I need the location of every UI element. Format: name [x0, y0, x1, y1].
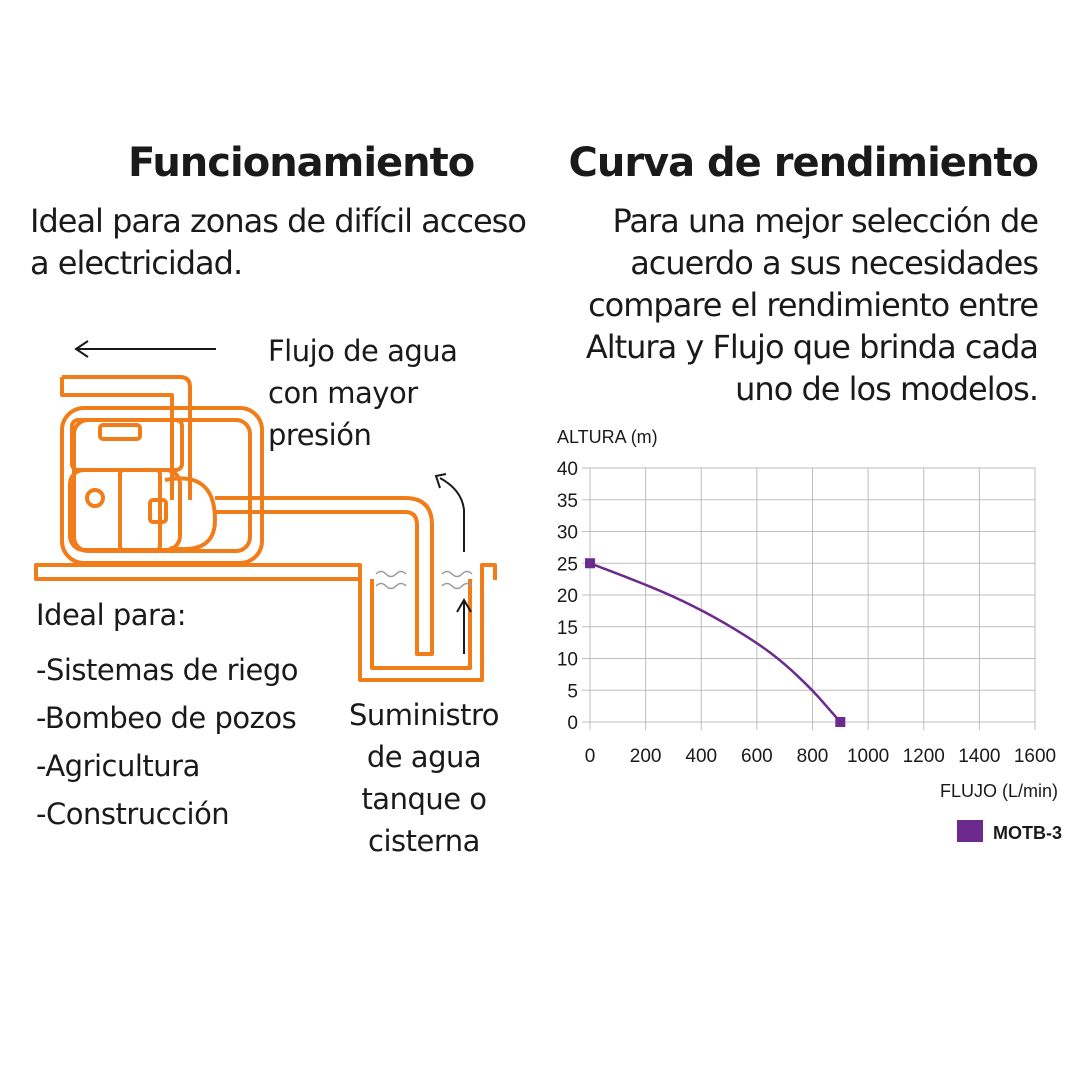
x-tick-label: 1600: [1014, 746, 1056, 767]
right-intro-line: uno de los modelos.: [735, 370, 1039, 408]
x-tick-label: 200: [630, 746, 662, 767]
list-item: -Agricultura: [36, 749, 200, 783]
supply-label-line: tanque o: [361, 782, 487, 816]
flow-label: Flujo de agua con mayor presión: [268, 330, 458, 456]
y-tick-label: 15: [557, 618, 578, 639]
legend-label: MOTB-3: [993, 823, 1062, 843]
y-tick-label: 30: [557, 523, 578, 544]
list-item: -Bombeo de pozos: [36, 701, 297, 735]
supply-label-line: Suministro: [348, 698, 500, 732]
right-intro-line: acuerdo a sus necesidades: [630, 244, 1039, 282]
x-tick-label: 1200: [903, 746, 945, 767]
left-intro: Ideal para zonas de difícil acceso a ele…: [30, 200, 550, 284]
legend-swatch: [957, 820, 983, 842]
uses-list: -Sistemas de riego -Bombeo de pozos -Agr…: [36, 646, 299, 838]
x-tick-label: 0: [585, 746, 596, 767]
right-intro: Para una mejor selección de acuerdo a su…: [558, 200, 1039, 410]
series-line: [589, 562, 842, 723]
y-tick-label: 25: [557, 554, 578, 575]
x-tick-label: 600: [741, 746, 773, 767]
ideal-heading: Ideal para:: [36, 598, 187, 632]
y-tick-label: 10: [557, 650, 578, 671]
y-tick-label: 40: [557, 459, 578, 480]
flow-label-line: con mayor: [268, 376, 418, 410]
x-tick-label: 1000: [847, 746, 889, 767]
left-intro-line: a electricidad.: [30, 244, 243, 282]
flow-label-line: Flujo de agua: [268, 334, 458, 368]
series-point: [585, 558, 595, 569]
x-axis-label: FLUJO (L/min): [940, 781, 1058, 801]
x-tick-label: 400: [685, 746, 717, 767]
list-item: -Construcción: [36, 797, 230, 831]
flow-label-line: presión: [268, 418, 372, 452]
y-tick-label: 0: [567, 713, 578, 734]
left-intro-line: Ideal para zonas de difícil acceso: [30, 202, 527, 240]
series-point: [835, 717, 846, 727]
y-tick-label: 35: [557, 491, 578, 512]
right-intro-line: compare el rendimiento entre: [588, 286, 1039, 324]
right-intro-line: Altura y Flujo que brinda cada: [585, 328, 1039, 366]
left-title: Funcionamiento: [128, 140, 475, 186]
list-item: -Sistemas de riego: [36, 653, 299, 687]
right-intro-line: Para una mejor selección de: [612, 202, 1039, 240]
right-title: Curva de rendimiento: [568, 140, 1039, 186]
supply-label-line: de agua: [366, 740, 482, 774]
y-tick-label: 5: [567, 681, 578, 702]
supply-label-line: cisterna: [368, 824, 480, 858]
y-tick-label: 20: [557, 586, 578, 607]
supply-label: Suministro de agua tanque o cisterna: [344, 694, 504, 862]
x-tick-label: 1400: [958, 746, 1000, 767]
y-axis-label: ALTURA (m): [557, 427, 658, 447]
x-tick-label: 800: [797, 746, 829, 767]
